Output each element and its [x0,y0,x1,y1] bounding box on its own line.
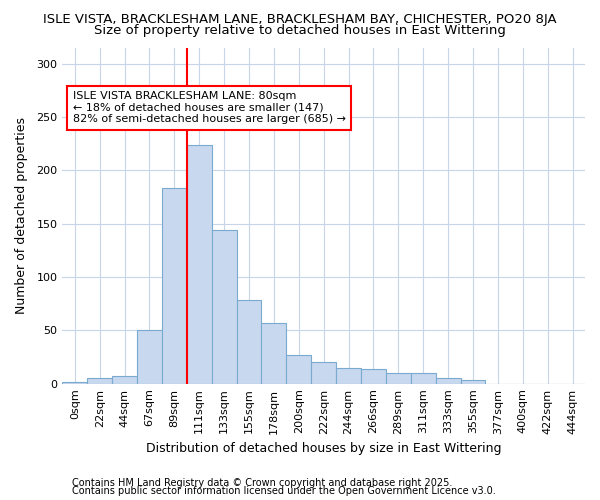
Bar [336,368,361,384]
Bar [162,188,187,384]
Bar [461,380,485,384]
Bar [87,378,112,384]
X-axis label: Distribution of detached houses by size in East Wittering: Distribution of detached houses by size … [146,442,502,455]
Text: Contains HM Land Registry data © Crown copyright and database right 2025.: Contains HM Land Registry data © Crown c… [72,478,452,488]
Bar [187,144,212,384]
Y-axis label: Number of detached properties: Number of detached properties [15,117,28,314]
Bar [236,300,262,384]
Bar [62,382,87,384]
Bar [411,373,436,384]
Text: ISLE VISTA, BRACKLESHAM LANE, BRACKLESHAM BAY, CHICHESTER, PO20 8JA: ISLE VISTA, BRACKLESHAM LANE, BRACKLESHA… [43,12,557,26]
Text: ISLE VISTA BRACKLESHAM LANE: 80sqm
← 18% of detached houses are smaller (147)
82: ISLE VISTA BRACKLESHAM LANE: 80sqm ← 18%… [73,91,346,124]
Bar [137,330,162,384]
Bar [286,355,311,384]
Bar [386,373,411,384]
Bar [112,376,137,384]
Bar [311,362,336,384]
Bar [212,230,236,384]
Bar [262,323,286,384]
Text: Size of property relative to detached houses in East Wittering: Size of property relative to detached ho… [94,24,506,37]
Bar [436,378,461,384]
Text: Contains public sector information licensed under the Open Government Licence v3: Contains public sector information licen… [72,486,496,496]
Bar [361,368,386,384]
